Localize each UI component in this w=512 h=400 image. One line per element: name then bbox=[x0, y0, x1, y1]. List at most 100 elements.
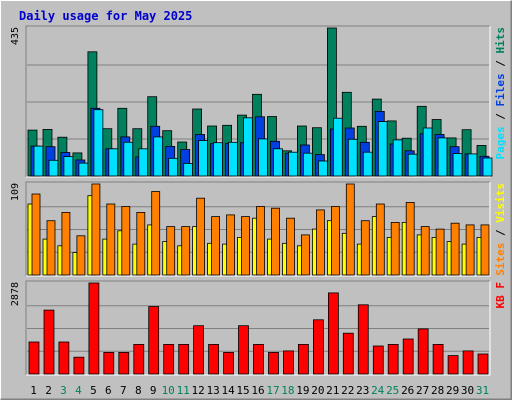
x-tick-label-day-22: 22 bbox=[341, 384, 354, 397]
bar-sites-day-4 bbox=[76, 235, 86, 276]
bar-kb-f-day-6 bbox=[103, 351, 115, 375]
legend-entry: / bbox=[494, 54, 507, 74]
bar-kb-f-day-26 bbox=[402, 338, 414, 375]
bar-pages-day-17 bbox=[273, 148, 283, 177]
bar-sites-day-8 bbox=[136, 211, 146, 276]
bar-sites-day-12 bbox=[196, 197, 206, 276]
bar-sites-day-16 bbox=[256, 206, 265, 276]
bar-sites-day-26 bbox=[405, 201, 415, 276]
legend-hits-files-pages: Pages / Files / Hits bbox=[494, 27, 507, 160]
bar-pages-day-4 bbox=[78, 162, 89, 177]
x-tick-label-day-15: 15 bbox=[236, 384, 249, 397]
x-tick-label-day-18: 18 bbox=[281, 384, 294, 397]
panel-hits-files-pages: 435 Pages / Files / Hits bbox=[10, 25, 507, 178]
panel-kbytes: 2878 KB F bbox=[10, 280, 507, 376]
bar-sites-day-9 bbox=[151, 191, 161, 276]
bar-pages-day-10 bbox=[168, 157, 179, 177]
x-tick-label-day-28: 28 bbox=[431, 384, 444, 397]
bar-sites-day-18 bbox=[286, 217, 295, 276]
x-tick-label-day-20: 20 bbox=[311, 384, 324, 397]
bar-sites-day-1 bbox=[31, 193, 41, 276]
bar-kb-f-day-14 bbox=[223, 351, 234, 375]
bar-pages-day-30 bbox=[467, 153, 478, 177]
bar-kb-f-day-4 bbox=[73, 356, 85, 375]
x-tick-label-day-24: 24 bbox=[371, 384, 385, 397]
panel-border-light bbox=[26, 182, 491, 277]
legend-visits-sites: Sites / Visits bbox=[494, 183, 507, 276]
bar-kb-f-day-7 bbox=[118, 351, 130, 375]
x-tick-label-day-3: 3 bbox=[60, 384, 67, 397]
bar-kb-f-day-30 bbox=[462, 350, 474, 375]
legend-entry: / bbox=[494, 223, 507, 243]
bar-kb-f-day-1 bbox=[28, 341, 40, 375]
legend-entry: Visits bbox=[494, 183, 507, 223]
panel-border-light bbox=[26, 281, 491, 376]
bar-sites-day-17 bbox=[271, 207, 280, 276]
bar-kb-f-day-3 bbox=[58, 341, 70, 375]
bar-kb-f-day-10 bbox=[163, 343, 175, 375]
bar-kb-f-day-20 bbox=[312, 319, 324, 375]
bar-pages-day-18 bbox=[288, 151, 298, 177]
panel-visits-sites: 109 Sites / Visits bbox=[10, 181, 507, 277]
x-tick-label-day-2: 2 bbox=[45, 384, 52, 397]
bar-pages-day-26 bbox=[407, 153, 418, 177]
bar-sites-day-6 bbox=[106, 203, 116, 276]
bar-pages-day-13 bbox=[213, 142, 224, 177]
x-tick-label-day-31: 31 bbox=[476, 384, 489, 397]
bar-pages-day-31 bbox=[482, 157, 493, 177]
x-axis-labels: 1 2 3 4 5 6 7 8 9 10 11 12 13 14 15 16 17 18 19 20 21 22 23 24 2… bbox=[30, 384, 489, 397]
bar-pages-day-28 bbox=[437, 137, 448, 177]
bar-sites-day-3 bbox=[61, 211, 71, 276]
bar-kb-f-day-25 bbox=[387, 343, 399, 375]
bar-sites-day-29 bbox=[450, 222, 460, 276]
bar-kb-f-day-2 bbox=[43, 309, 55, 375]
bar-sites-day-14 bbox=[226, 214, 236, 276]
bar-pages-day-9 bbox=[153, 136, 164, 177]
bar-kb-f-day-18 bbox=[283, 350, 294, 375]
bar-sites-day-2 bbox=[46, 220, 56, 276]
bar-sites-day-23 bbox=[360, 220, 370, 276]
bar-sites-day-15 bbox=[241, 216, 250, 276]
bar-kb-f-day-9 bbox=[148, 306, 160, 375]
bar-pages-day-1 bbox=[33, 145, 44, 177]
x-tick-label-day-27: 27 bbox=[416, 384, 429, 397]
legend-entry: Sites bbox=[494, 243, 507, 276]
bar-pages-day-24 bbox=[377, 121, 388, 177]
bar-pages-day-14 bbox=[228, 141, 239, 177]
bar-sites-day-5 bbox=[91, 183, 101, 276]
bar-pages-day-3 bbox=[63, 156, 74, 177]
x-tick-label-day-7: 7 bbox=[120, 384, 127, 397]
bar-pages-day-20 bbox=[317, 160, 328, 177]
bar-pages-day-11 bbox=[183, 162, 194, 177]
y-max-label: 2878 bbox=[10, 282, 21, 306]
bar-sites-day-7 bbox=[121, 206, 131, 276]
legend-entry: / bbox=[494, 107, 507, 127]
x-tick-label-day-9: 9 bbox=[150, 384, 157, 397]
x-tick-label-day-16: 16 bbox=[251, 384, 264, 397]
bar-kb-f-day-22 bbox=[342, 332, 354, 375]
y-max-label: 109 bbox=[10, 183, 21, 201]
panel-border-dark bbox=[25, 25, 490, 177]
x-tick-label-day-12: 12 bbox=[191, 384, 204, 397]
y-max-label: 435 bbox=[10, 27, 21, 45]
bar-kb-f-day-11 bbox=[178, 343, 190, 375]
x-tick-label-day-11: 11 bbox=[177, 384, 190, 397]
x-tick-label-day-30: 30 bbox=[461, 384, 474, 397]
bar-kb-f-day-16 bbox=[253, 343, 264, 375]
chart-title: Daily usage for May 2025 bbox=[19, 9, 192, 23]
bar-sites-day-11 bbox=[181, 226, 191, 276]
bar-sites-day-22 bbox=[345, 183, 355, 276]
bar-pages-day-19 bbox=[302, 152, 313, 177]
bar-pages-day-5 bbox=[93, 109, 104, 177]
legend-kbytes: KB F bbox=[494, 282, 507, 309]
x-tick-label-day-25: 25 bbox=[386, 384, 399, 397]
x-tick-label-day-5: 5 bbox=[90, 384, 97, 397]
bar-sites-day-28 bbox=[435, 228, 445, 276]
x-tick-label-day-13: 13 bbox=[206, 384, 219, 397]
bar-kb-f-day-5 bbox=[88, 282, 100, 375]
chart-panels: 435 Pages / Files / Hits 109 Sites / Visits… bbox=[10, 25, 507, 376]
bar-kb-f-day-19 bbox=[297, 343, 309, 375]
bar-pages-day-8 bbox=[138, 148, 149, 177]
bar-kb-f-day-21 bbox=[327, 292, 339, 375]
